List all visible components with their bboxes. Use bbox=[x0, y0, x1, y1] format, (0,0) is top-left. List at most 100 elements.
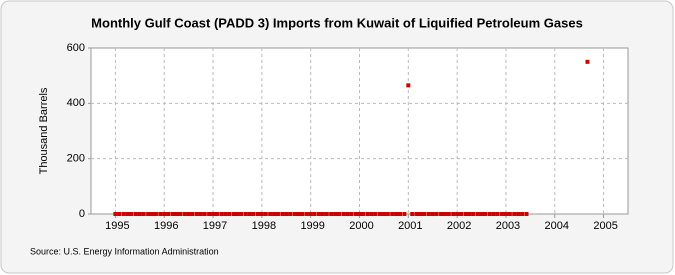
y-tick-label: 400 bbox=[67, 97, 85, 109]
x-tick-label: 1996 bbox=[154, 220, 178, 232]
point bbox=[170, 212, 175, 216]
point bbox=[516, 212, 521, 216]
point bbox=[430, 212, 435, 216]
point bbox=[365, 212, 370, 216]
point bbox=[341, 212, 346, 216]
point bbox=[284, 212, 289, 216]
point bbox=[520, 212, 525, 216]
point bbox=[329, 212, 334, 216]
point bbox=[378, 212, 383, 216]
point bbox=[158, 212, 163, 216]
y-tick-label: 0 bbox=[79, 208, 85, 220]
x-tick-label: 2002 bbox=[447, 220, 471, 232]
point bbox=[137, 212, 142, 216]
chart-title: Monthly Gulf Coast (PADD 3) Imports from… bbox=[91, 15, 583, 30]
x-tick-label: 1997 bbox=[203, 220, 227, 232]
point bbox=[320, 212, 325, 216]
point bbox=[361, 212, 366, 216]
point bbox=[292, 212, 297, 216]
point bbox=[263, 212, 268, 216]
point bbox=[459, 212, 464, 216]
point bbox=[353, 212, 358, 216]
y-tick-label: 600 bbox=[67, 42, 85, 54]
point bbox=[194, 212, 199, 216]
point bbox=[385, 212, 390, 216]
point bbox=[211, 212, 216, 216]
point bbox=[255, 212, 260, 216]
point bbox=[207, 212, 212, 216]
point bbox=[503, 212, 508, 216]
x-tick-label: 2000 bbox=[349, 220, 373, 232]
point bbox=[402, 212, 407, 216]
source: Source: U.S. Energy Information Administ… bbox=[30, 246, 219, 256]
point bbox=[471, 212, 476, 216]
point bbox=[451, 212, 456, 216]
point bbox=[390, 212, 395, 216]
point bbox=[410, 212, 415, 216]
point bbox=[239, 212, 244, 216]
x-tick-label: 2001 bbox=[398, 220, 422, 232]
point bbox=[483, 212, 488, 216]
x-tick-label: 2005 bbox=[593, 220, 617, 232]
x-tick-label: 1995 bbox=[105, 220, 129, 232]
point bbox=[336, 212, 341, 216]
point bbox=[373, 212, 378, 216]
point bbox=[178, 212, 183, 216]
point bbox=[491, 212, 496, 216]
point bbox=[349, 212, 354, 216]
x-tick-label: 1998 bbox=[252, 220, 276, 232]
point bbox=[357, 212, 362, 216]
point bbox=[259, 212, 264, 216]
point bbox=[227, 212, 232, 216]
point bbox=[333, 212, 338, 216]
point bbox=[146, 212, 151, 216]
point bbox=[479, 212, 484, 216]
y-axis-label: Thousand Barrels bbox=[38, 87, 50, 174]
point bbox=[467, 212, 472, 216]
y-tick-label: 200 bbox=[67, 153, 85, 165]
point bbox=[316, 212, 321, 216]
point bbox=[280, 212, 285, 216]
point bbox=[426, 212, 431, 216]
point bbox=[487, 212, 492, 216]
point bbox=[275, 212, 280, 216]
point bbox=[434, 212, 439, 216]
point bbox=[442, 212, 447, 216]
point bbox=[162, 212, 167, 216]
point bbox=[141, 212, 146, 216]
point bbox=[463, 212, 468, 216]
x-tick-label: 2003 bbox=[496, 220, 520, 232]
x-tick-label: 2004 bbox=[545, 220, 569, 232]
point bbox=[381, 212, 386, 216]
point bbox=[247, 212, 252, 216]
point bbox=[507, 212, 512, 216]
point bbox=[500, 212, 505, 216]
point bbox=[153, 212, 158, 216]
point bbox=[394, 212, 399, 216]
point bbox=[182, 212, 187, 216]
point bbox=[475, 212, 480, 216]
point bbox=[308, 212, 313, 216]
point bbox=[113, 212, 118, 216]
point bbox=[406, 83, 411, 88]
point bbox=[512, 212, 517, 216]
point bbox=[198, 212, 203, 216]
point bbox=[133, 212, 138, 216]
point bbox=[121, 212, 126, 216]
point bbox=[251, 212, 256, 216]
point bbox=[300, 212, 305, 216]
point bbox=[243, 212, 248, 216]
point bbox=[223, 212, 228, 216]
point bbox=[272, 212, 277, 216]
point bbox=[190, 212, 195, 216]
point bbox=[312, 212, 317, 216]
point bbox=[296, 212, 301, 216]
point bbox=[345, 212, 350, 216]
point bbox=[288, 212, 293, 216]
point bbox=[446, 212, 451, 216]
point bbox=[304, 212, 309, 216]
x-tick-label: 1999 bbox=[300, 220, 324, 232]
point bbox=[369, 212, 374, 216]
point bbox=[125, 212, 130, 216]
point bbox=[422, 212, 427, 216]
